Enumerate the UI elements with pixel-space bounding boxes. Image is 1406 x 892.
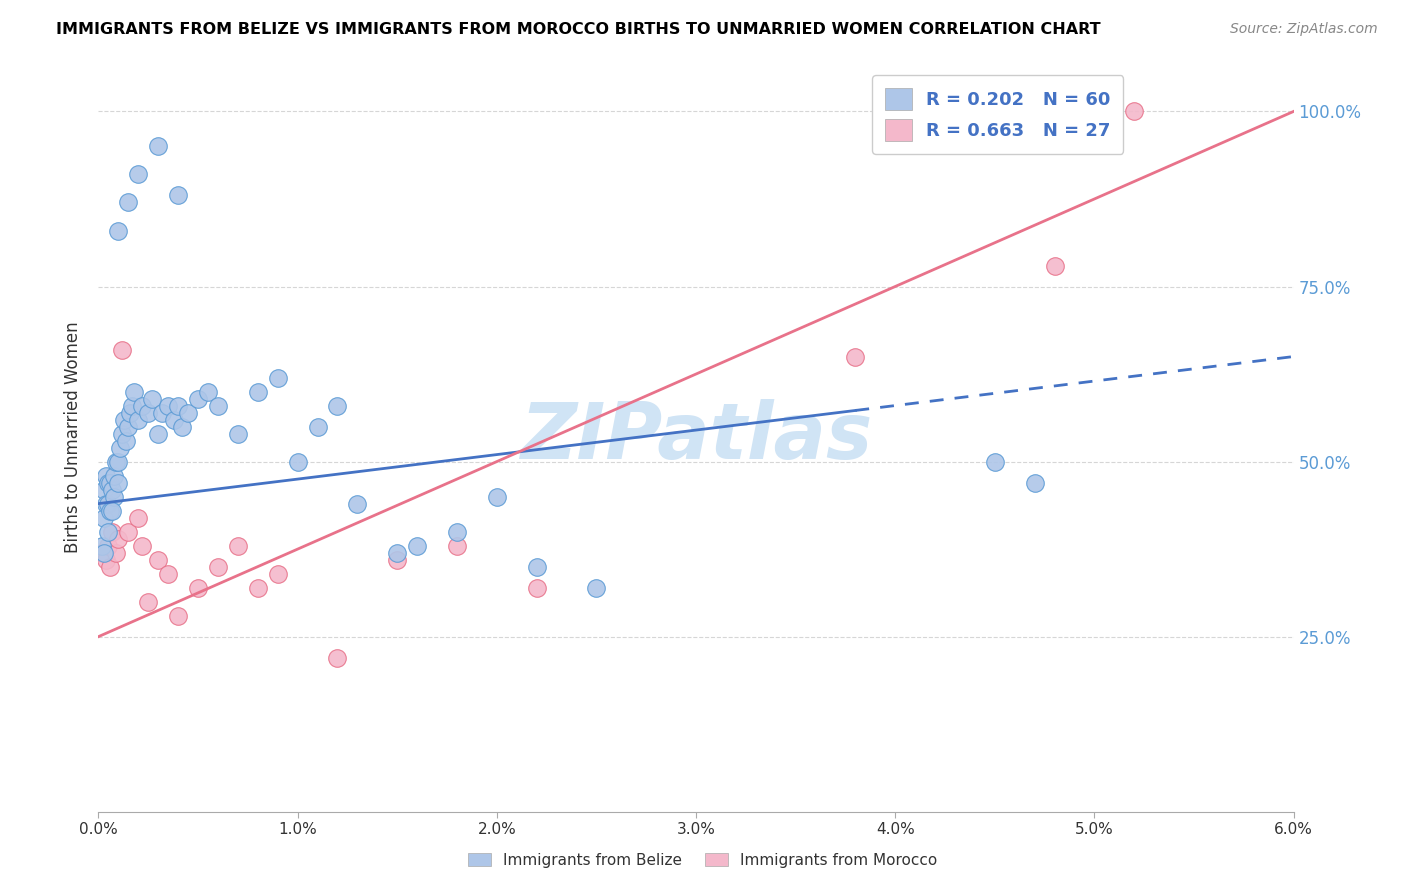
Point: [446, 539, 468, 553]
Point: [585, 581, 607, 595]
Point: [177, 406, 200, 420]
Point: [246, 581, 269, 595]
Point: [287, 454, 309, 468]
Point: [103, 490, 125, 504]
Point: [127, 510, 149, 524]
Point: [307, 419, 329, 434]
Point: [167, 188, 190, 202]
Point: [485, 490, 508, 504]
Point: [93, 546, 115, 560]
Point: [526, 559, 548, 574]
Point: [406, 539, 429, 553]
Point: [844, 350, 866, 364]
Point: [148, 426, 170, 441]
Point: [107, 532, 129, 546]
Point: [207, 559, 229, 574]
Legend: R = 0.202   N = 60, R = 0.663   N = 27: R = 0.202 N = 60, R = 0.663 N = 27: [872, 75, 1123, 153]
Point: [150, 406, 173, 420]
Point: [97, 524, 120, 539]
Point: [148, 139, 170, 153]
Text: Source: ZipAtlas.com: Source: ZipAtlas.com: [1230, 22, 1378, 37]
Point: [1024, 475, 1046, 490]
Point: [103, 468, 125, 483]
Text: IMMIGRANTS FROM BELIZE VS IMMIGRANTS FROM MOROCCO BIRTHS TO UNMARRIED WOMEN CORR: IMMIGRANTS FROM BELIZE VS IMMIGRANTS FRO…: [56, 22, 1101, 37]
Point: [226, 539, 249, 553]
Point: [187, 392, 209, 406]
Point: [107, 223, 129, 237]
Point: [1043, 259, 1066, 273]
Point: [105, 546, 128, 560]
Point: [117, 524, 139, 539]
Point: [97, 475, 120, 490]
Point: [326, 650, 349, 665]
Point: [127, 168, 149, 182]
Point: [136, 406, 159, 420]
Point: [107, 454, 129, 468]
Point: [197, 384, 219, 399]
Point: [163, 412, 186, 426]
Point: [97, 539, 120, 553]
Point: [105, 454, 128, 468]
Point: [101, 524, 124, 539]
Point: [107, 475, 129, 490]
Point: [117, 419, 139, 434]
Point: [131, 539, 153, 553]
Point: [124, 384, 146, 399]
Point: [96, 468, 118, 483]
Point: [93, 483, 115, 497]
Point: [136, 594, 159, 608]
Point: [207, 399, 229, 413]
Point: [984, 454, 1007, 468]
Point: [96, 497, 118, 511]
Point: [1123, 104, 1146, 119]
Point: [101, 483, 124, 497]
Y-axis label: Births to Unmarried Women: Births to Unmarried Women: [65, 321, 83, 553]
Point: [101, 503, 124, 517]
Point: [91, 539, 114, 553]
Text: ZIPatlas: ZIPatlas: [520, 399, 872, 475]
Point: [112, 412, 135, 426]
Point: [246, 384, 269, 399]
Point: [526, 581, 548, 595]
Point: [157, 399, 180, 413]
Point: [131, 399, 153, 413]
Point: [127, 412, 149, 426]
Point: [267, 370, 290, 384]
Point: [187, 581, 209, 595]
Point: [121, 399, 143, 413]
Point: [226, 426, 249, 441]
Point: [167, 608, 190, 623]
Legend: Immigrants from Belize, Immigrants from Morocco: Immigrants from Belize, Immigrants from …: [461, 845, 945, 875]
Point: [96, 552, 118, 566]
Point: [117, 195, 139, 210]
Point: [98, 503, 122, 517]
Point: [167, 399, 190, 413]
Point: [110, 441, 132, 455]
Point: [385, 552, 409, 566]
Point: [326, 399, 349, 413]
Point: [385, 546, 409, 560]
Point: [115, 434, 138, 448]
Point: [157, 566, 180, 581]
Point: [111, 343, 134, 357]
Point: [141, 392, 163, 406]
Point: [97, 497, 120, 511]
Point: [346, 497, 368, 511]
Point: [98, 475, 122, 490]
Point: [93, 510, 115, 524]
Point: [267, 566, 290, 581]
Point: [446, 524, 468, 539]
Point: [91, 546, 114, 560]
Point: [148, 552, 170, 566]
Point: [111, 426, 134, 441]
Point: [172, 419, 194, 434]
Point: [98, 559, 122, 574]
Point: [120, 406, 142, 420]
